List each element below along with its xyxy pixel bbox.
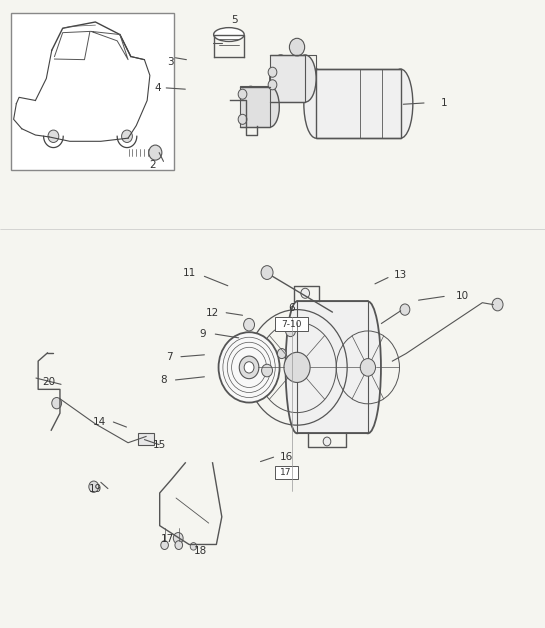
Ellipse shape [260,86,280,127]
Circle shape [52,398,62,409]
Text: 9: 9 [199,329,206,339]
Circle shape [122,130,132,143]
Circle shape [238,114,247,124]
Ellipse shape [241,86,261,127]
Circle shape [262,364,272,377]
Circle shape [244,318,255,331]
Text: 15: 15 [153,440,166,450]
Text: 7: 7 [166,352,172,362]
Circle shape [219,332,280,403]
Circle shape [89,481,99,492]
Circle shape [190,543,197,550]
Text: 18: 18 [194,546,207,556]
Ellipse shape [214,28,244,41]
Ellipse shape [304,69,328,138]
Ellipse shape [388,69,413,138]
Circle shape [173,533,183,544]
Text: 6: 6 [288,303,295,313]
Circle shape [268,67,277,77]
Circle shape [161,541,168,550]
Text: 12: 12 [206,308,219,318]
Circle shape [244,362,254,373]
Text: 1: 1 [441,98,447,108]
Bar [297,301,368,433]
Text: 16: 16 [280,452,293,462]
Circle shape [268,80,277,90]
Text: 7-10: 7-10 [281,320,302,328]
Bar [275,466,298,479]
Text: 2: 2 [149,160,156,170]
Bar [11,13,174,170]
Text: 4: 4 [155,83,161,93]
Bar [138,433,154,445]
Text: 5: 5 [231,15,238,25]
Text: 20: 20 [43,377,56,387]
Bar [270,55,305,102]
Circle shape [301,288,310,298]
Text: 11: 11 [183,268,196,278]
Bar [275,317,308,331]
Bar [316,69,401,138]
Circle shape [323,437,331,446]
Circle shape [277,349,286,359]
Text: 13: 13 [394,270,407,280]
Circle shape [286,325,295,337]
Circle shape [238,89,247,99]
Circle shape [360,359,376,376]
Ellipse shape [355,301,381,433]
Circle shape [48,130,59,143]
Bar [240,86,270,127]
Ellipse shape [286,301,308,433]
Circle shape [492,298,503,311]
Circle shape [284,352,310,382]
Text: 19: 19 [89,484,102,494]
Text: 10: 10 [456,291,469,301]
Circle shape [175,541,183,550]
Text: 17: 17 [280,468,292,477]
Text: 14: 14 [93,417,106,427]
Text: 3: 3 [167,57,173,67]
Circle shape [289,38,305,56]
Text: 8: 8 [160,375,167,385]
Ellipse shape [294,55,316,102]
Circle shape [261,266,273,279]
Text: 17: 17 [161,534,174,544]
Circle shape [149,145,162,160]
Circle shape [239,356,259,379]
Circle shape [400,304,410,315]
Ellipse shape [270,55,292,102]
